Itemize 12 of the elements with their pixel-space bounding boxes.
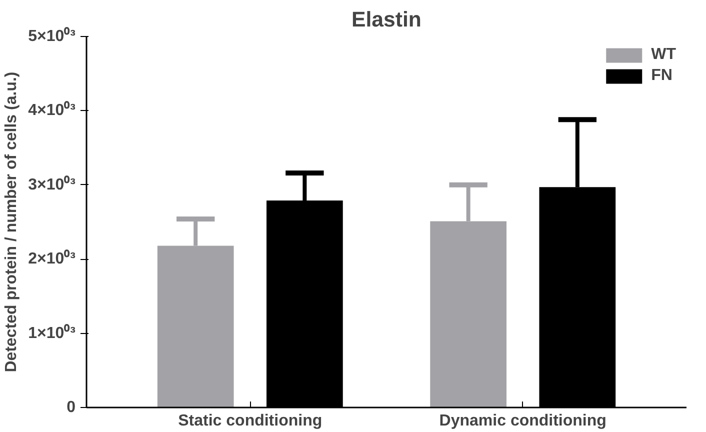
x-tick-label: Dynamic conditioning [439,412,606,430]
y-tick-label: 0 [66,399,76,416]
y-tick-label: 3×10⁰³ [28,175,76,194]
legend-label: WT [651,46,676,64]
y-axis-title: Detected protein / number of cells (a.u.) [3,72,20,372]
y-tick-label: 4×10⁰³ [28,101,76,120]
chart-title: Elastin [352,8,422,32]
y-tick-label: 2×10⁰³ [28,250,76,268]
legend-label: FN [651,67,672,85]
y-tick-label: 1×10⁰³ [28,324,76,342]
y-tick-label: 5×10⁰³ [28,27,76,45]
x-tick-label: Static conditioning [178,412,322,430]
